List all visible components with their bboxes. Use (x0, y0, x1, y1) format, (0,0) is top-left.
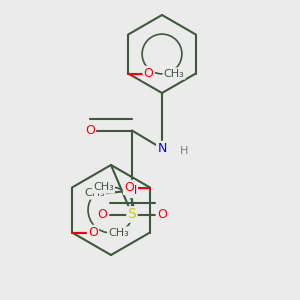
Text: CH₃: CH₃ (164, 68, 184, 79)
Text: O: O (144, 67, 154, 80)
Text: O: O (88, 226, 98, 239)
Text: O: O (97, 208, 107, 221)
Text: N: N (127, 184, 137, 197)
Text: O: O (85, 124, 95, 137)
Text: O: O (124, 181, 134, 194)
Text: CH₃: CH₃ (93, 182, 114, 193)
Text: S: S (128, 208, 136, 221)
Text: CH₃: CH₃ (108, 227, 129, 238)
Text: CH₃: CH₃ (84, 188, 105, 199)
Text: N: N (157, 142, 167, 155)
Text: O: O (157, 208, 167, 221)
Text: H: H (180, 146, 189, 157)
